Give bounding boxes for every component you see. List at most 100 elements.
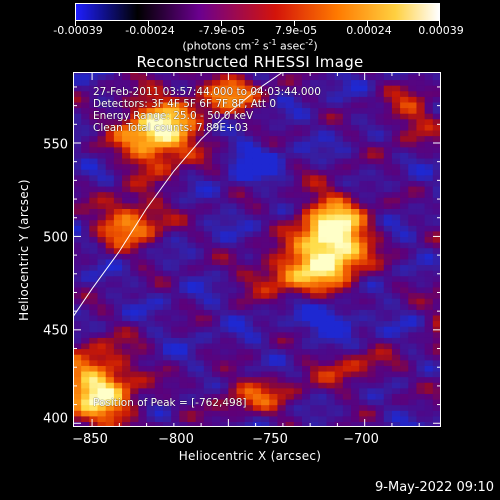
heatmap-cell xyxy=(285,101,295,109)
heatmap-cell xyxy=(236,135,246,142)
heatmap-cell xyxy=(73,129,82,137)
heatmap-cell xyxy=(244,157,254,165)
heatmap-cell xyxy=(113,90,123,97)
heatmap-cell xyxy=(277,90,287,97)
heatmap-cell xyxy=(408,242,418,249)
heatmap-cell xyxy=(367,124,377,131)
heatmap-cell xyxy=(244,152,254,159)
heatmap-cell xyxy=(342,314,352,322)
heatmap-cell xyxy=(252,191,262,198)
heatmap-cell xyxy=(220,331,229,338)
heatmap-cell xyxy=(334,415,344,422)
heatmap-cell xyxy=(130,230,140,238)
heatmap-cell xyxy=(203,370,213,378)
heatmap-cell xyxy=(400,169,409,176)
heatmap-cell xyxy=(293,157,303,165)
heatmap-cell xyxy=(351,387,360,394)
heatmap-cell xyxy=(400,309,409,316)
heatmap-cell xyxy=(383,230,393,238)
heatmap-cell xyxy=(73,202,82,209)
heatmap-cell xyxy=(310,197,319,204)
heatmap-cell xyxy=(146,225,156,232)
heatmap-cell xyxy=(285,404,295,411)
heatmap-cell xyxy=(73,404,82,411)
heatmap-cell xyxy=(97,129,107,137)
heatmap-cell xyxy=(416,376,426,383)
heatmap-cell xyxy=(383,129,393,137)
heatmap-cell xyxy=(212,225,221,232)
heatmap-cell xyxy=(244,197,254,204)
y-tick-label: 400 xyxy=(43,411,68,427)
heatmap-cell xyxy=(171,253,180,260)
heatmap-cell xyxy=(391,225,401,232)
heatmap-cell xyxy=(252,73,262,81)
heatmap-cell xyxy=(359,376,368,383)
heatmap-cell xyxy=(351,101,360,109)
heatmap-cell xyxy=(187,303,197,310)
heatmap-cell xyxy=(81,152,90,159)
heatmap-cell xyxy=(400,331,409,338)
heatmap-cell xyxy=(252,292,262,299)
heatmap-cell xyxy=(318,146,328,153)
plot-date-stamp: 9-May-2022 09:10 xyxy=(375,480,494,495)
heatmap-cell xyxy=(359,85,368,92)
heatmap-cell xyxy=(81,370,90,378)
heatmap-cell xyxy=(269,415,279,422)
heatmap-cell xyxy=(154,415,164,422)
heatmap-cell xyxy=(416,152,426,159)
heatmap-cell xyxy=(326,326,336,333)
heatmap-cell xyxy=(122,286,131,294)
heatmap-cell xyxy=(146,348,156,355)
heatmap-cell xyxy=(416,337,426,344)
heatmap-cell xyxy=(220,185,229,193)
heatmap-cell xyxy=(391,135,401,142)
heatmap-cell xyxy=(318,230,328,238)
heatmap-cell xyxy=(105,236,115,243)
heatmap-cell xyxy=(122,309,131,316)
heatmap-cell xyxy=(383,124,393,131)
heatmap-cell xyxy=(375,258,385,266)
heatmap-cell xyxy=(220,208,229,215)
heatmap-cell xyxy=(73,421,82,427)
heatmap-cell xyxy=(432,135,441,142)
heatmap-cell xyxy=(228,191,238,198)
heatmap-cell xyxy=(81,337,90,344)
heatmap-cell xyxy=(195,393,205,400)
heatmap-cell xyxy=(310,73,319,81)
heatmap-cell xyxy=(212,348,221,355)
heatmap-cell xyxy=(318,129,328,137)
heatmap-cell xyxy=(171,135,180,142)
heatmap-cell xyxy=(408,286,418,294)
heatmap-cell xyxy=(334,264,344,271)
heatmap-cell xyxy=(252,398,262,406)
heatmap-cell xyxy=(416,270,426,277)
heatmap-cell xyxy=(105,169,115,176)
heatmap-cell xyxy=(391,264,401,271)
heatmap-cell xyxy=(73,393,82,400)
heatmap-cell xyxy=(375,208,385,215)
heatmap-cell xyxy=(252,320,262,327)
heatmap-cell xyxy=(342,382,352,389)
heatmap-cell xyxy=(97,141,107,148)
heatmap-cell xyxy=(432,270,441,277)
heatmap-cell xyxy=(162,90,172,97)
heatmap-cell xyxy=(179,314,189,322)
heatmap-cell xyxy=(285,286,295,294)
heatmap-cell xyxy=(97,208,107,215)
heatmap-cell xyxy=(301,242,311,249)
colorbar-tick-label: -0.00024 xyxy=(125,24,175,37)
heatmap-cell xyxy=(301,219,311,226)
heatmap-cell xyxy=(277,275,287,282)
heatmap-cell xyxy=(408,208,418,215)
heatmap-cell xyxy=(154,197,164,204)
heatmap-cell xyxy=(113,359,123,366)
heatmap-cell xyxy=(73,185,82,193)
heatmap-cell xyxy=(252,185,262,193)
heatmap-cell xyxy=(203,320,213,327)
heatmap-cell xyxy=(244,337,254,344)
heatmap-cell xyxy=(154,113,164,120)
heatmap-cell xyxy=(359,180,368,187)
heatmap-cell xyxy=(162,337,172,344)
heatmap-cell xyxy=(220,247,229,254)
heatmap-cell xyxy=(432,404,441,411)
